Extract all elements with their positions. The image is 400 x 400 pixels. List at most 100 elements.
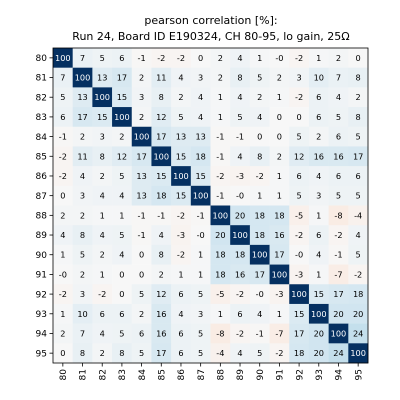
x-tick-label: 85	[157, 369, 167, 380]
cell-value-label: 6	[316, 92, 321, 102]
y-tick-label: 87	[36, 192, 47, 202]
heatmap-cell	[348, 205, 369, 226]
heatmap-cell	[269, 126, 290, 147]
heatmap-cell	[289, 107, 310, 128]
y-tick-label: 82	[36, 93, 47, 103]
heatmap-cell	[53, 284, 73, 305]
cell-value-label: 2	[100, 348, 105, 358]
heatmap-cell	[92, 146, 113, 167]
heatmap-cell	[348, 107, 369, 128]
cell-value-label: 2	[60, 210, 65, 220]
heatmap-cell	[210, 166, 231, 187]
heatmap-cell	[190, 264, 211, 285]
cell-value-label: 6	[178, 289, 183, 299]
cell-value-label: 6	[336, 171, 341, 181]
cell-value-label: 2	[218, 73, 223, 83]
cell-value-label: 2	[277, 151, 282, 161]
cell-value-label: 100	[193, 191, 209, 201]
heatmap-cell	[112, 264, 133, 285]
cell-value-label: 1	[277, 92, 282, 102]
x-tick-label: 91	[276, 369, 286, 380]
heatmap-cell	[289, 343, 310, 364]
cell-value-label: 1	[316, 210, 321, 220]
heatmap-cell	[131, 284, 152, 305]
cell-value-label: 17	[353, 151, 363, 161]
y-tick-label: 84	[36, 133, 48, 143]
x-tick-label: 80	[59, 369, 69, 381]
heatmap-cell	[131, 107, 152, 128]
heatmap-cell	[190, 323, 211, 344]
heatmap-cell	[151, 48, 172, 68]
cell-value-label: 2	[100, 250, 105, 260]
heatmap-cell	[348, 244, 369, 265]
cell-value-label: 4	[100, 328, 105, 338]
heatmap-cell	[151, 87, 172, 108]
plot-frame	[52, 47, 369, 364]
cell-value-label: 1	[316, 269, 321, 279]
cell-value-label: 18	[215, 269, 225, 279]
cell-value-label: -2	[354, 269, 362, 279]
cell-value-label: 6	[119, 53, 124, 63]
cell-value-label: -4	[354, 210, 362, 220]
heatmap-cell	[151, 107, 172, 128]
heatmap-cell	[190, 244, 211, 265]
heatmap-cell	[53, 323, 73, 344]
cell-value-label: 4	[356, 230, 361, 240]
cell-value-label: -2	[216, 171, 224, 181]
heatmap-cell	[171, 107, 192, 128]
cell-value-label: 1	[60, 250, 65, 260]
heatmap-cell	[249, 146, 270, 167]
heatmap-cell	[328, 126, 349, 147]
heatmap-cell	[308, 48, 329, 68]
heatmap-cell	[230, 264, 251, 285]
heatmap-cell	[151, 67, 172, 88]
cell-value-label: 1	[198, 269, 203, 279]
cell-value-label: 1	[218, 92, 223, 102]
y-tick-label: 95	[36, 349, 47, 359]
cell-value-label: 20	[314, 328, 324, 338]
heatmap-cell	[348, 185, 369, 206]
cell-value-label: 100	[134, 132, 150, 142]
cell-value-label: 0	[119, 269, 124, 279]
cell-value-label: 8	[237, 73, 242, 83]
cell-value-label: 5	[296, 191, 301, 201]
cell-value-label: 1	[257, 53, 262, 63]
heatmap-cell	[230, 166, 251, 187]
heatmap-cell	[249, 225, 270, 246]
heatmap-cell	[92, 205, 113, 226]
heatmap-cell	[210, 343, 231, 364]
heatmap-cell	[249, 126, 270, 147]
heatmap-cell	[131, 146, 152, 167]
heatmap-cell	[131, 185, 152, 206]
heatmap-cell	[190, 87, 211, 108]
cell-value-label: 17	[117, 73, 127, 83]
cell-value-label: 0	[139, 269, 144, 279]
cell-value-label: 16	[235, 269, 245, 279]
cell-value-label: 2	[80, 269, 85, 279]
cell-value-label: 15	[176, 151, 186, 161]
cell-value-label: 1	[277, 191, 282, 201]
cell-value-label: 5	[237, 112, 242, 122]
heatmap-cell	[151, 205, 172, 226]
cell-value-label: 2	[139, 73, 144, 83]
cell-value-label: 4	[178, 73, 183, 83]
cell-value-label: 17	[333, 289, 343, 299]
cell-value-label: 16	[156, 328, 166, 338]
heatmap-cell	[348, 225, 369, 246]
cell-value-label: -1	[256, 328, 264, 338]
heatmap-cell	[269, 244, 290, 265]
heatmap-cell	[72, 48, 93, 68]
heatmap-cell	[151, 185, 172, 206]
x-tick-label: 86	[177, 369, 187, 381]
heatmap-cell	[112, 48, 133, 68]
cell-value-label: -7	[334, 269, 342, 279]
cell-value-label: 2	[277, 73, 282, 83]
heatmap-cell	[230, 244, 251, 265]
cell-value-label: 17	[156, 132, 166, 142]
heatmap-cell	[92, 343, 113, 364]
cell-value-label: -5	[216, 289, 224, 299]
cell-value-label: 17	[136, 151, 146, 161]
heatmap-cell	[308, 264, 329, 285]
y-tick-label: 89	[36, 231, 48, 241]
cell-value-label: -0	[275, 53, 283, 63]
